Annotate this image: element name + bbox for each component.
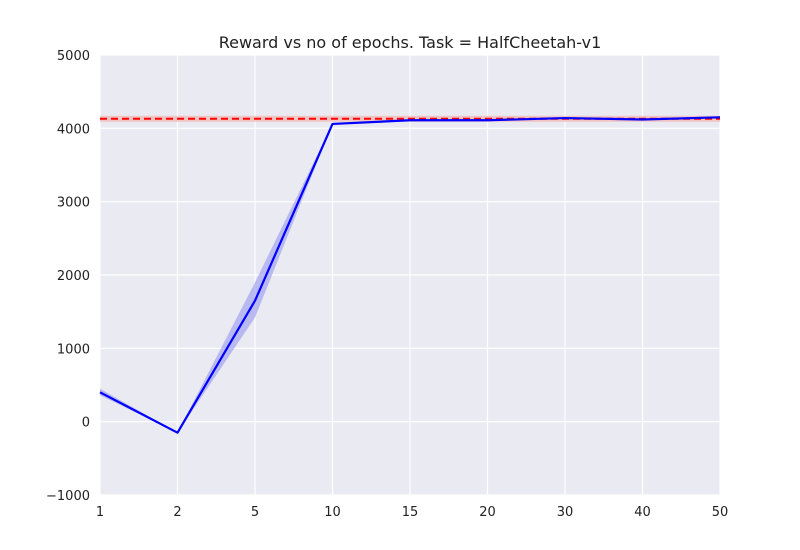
x-tick-label-5: 5: [251, 505, 259, 520]
y-tick-label-2000: 2000: [57, 269, 90, 284]
y-tick-label-3000: 3000: [57, 196, 90, 211]
grid: [99, 54, 721, 496]
x-tick-label-30: 30: [557, 505, 574, 520]
x-tick-label-40: 40: [634, 505, 651, 520]
reference-lines: [100, 115, 720, 122]
x-tick-labels: 1 2 5 10 15 20 30 40 50: [96, 505, 728, 520]
y-tick-label--1000: −1000: [46, 489, 90, 504]
x-tick-label-20: 20: [479, 505, 496, 520]
y-tick-label-1000: 1000: [57, 342, 90, 357]
x-tick-label-1: 1: [96, 505, 104, 520]
y-tick-label-5000: 5000: [57, 49, 90, 64]
x-tick-label-50: 50: [712, 505, 729, 520]
x-tick-label-10: 10: [324, 505, 341, 520]
x-tick-label-15: 15: [402, 505, 419, 520]
y-tick-labels: −1000 0 1000 2000 3000 4000 5000: [46, 49, 90, 504]
chart-title: Reward vs no of epochs. Task = HalfCheet…: [219, 33, 602, 52]
y-tick-label-0: 0: [82, 416, 90, 431]
series-line-0: [99, 116, 721, 434]
x-tick-label-2: 2: [173, 505, 181, 520]
y-tick-label-4000: 4000: [57, 122, 90, 137]
series-lines: [99, 116, 721, 434]
